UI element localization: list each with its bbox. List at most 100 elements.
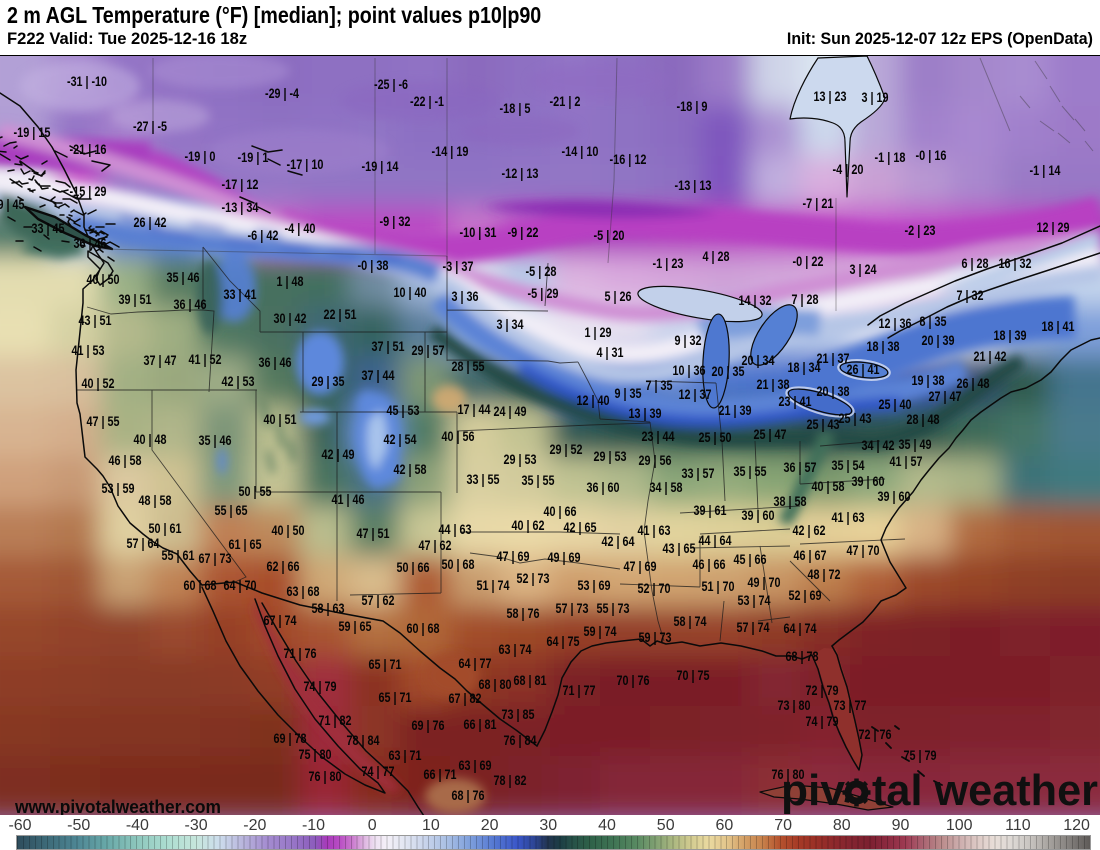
svg-text:40 | 50: 40 | 50: [87, 272, 120, 287]
svg-text:-27 | -5: -27 | -5: [133, 119, 167, 134]
svg-text:48 | 58: 48 | 58: [139, 493, 172, 508]
svg-text:18 | 39: 18 | 39: [994, 328, 1027, 343]
svg-text:57 | 62: 57 | 62: [362, 593, 395, 608]
svg-text:44 | 64: 44 | 64: [699, 533, 732, 548]
svg-text:37 | 47: 37 | 47: [144, 353, 177, 368]
svg-text:26 | 42: 26 | 42: [134, 215, 167, 230]
svg-text:22 | 51: 22 | 51: [324, 307, 357, 322]
svg-text:73 | 85: 73 | 85: [502, 707, 535, 722]
svg-text:52 | 70: 52 | 70: [638, 581, 671, 596]
svg-text:-0 | 22: -0 | 22: [793, 254, 824, 269]
svg-text:44 | 63: 44 | 63: [439, 522, 472, 537]
svg-text:78 | 82: 78 | 82: [494, 773, 527, 788]
svg-text:20 | 34: 20 | 34: [742, 353, 775, 368]
svg-text:45 | 53: 45 | 53: [387, 403, 420, 418]
svg-text:-17 | 10: -17 | 10: [287, 157, 324, 172]
svg-text:9 | 32: 9 | 32: [675, 333, 702, 348]
svg-text:52 | 69: 52 | 69: [789, 588, 822, 603]
svg-text:67 | 73: 67 | 73: [199, 551, 232, 566]
svg-text:-13 | 13: -13 | 13: [675, 178, 712, 193]
svg-text:36 | 57: 36 | 57: [784, 460, 817, 475]
svg-text:25 | 50: 25 | 50: [699, 430, 732, 445]
svg-text:33 | 55: 33 | 55: [467, 472, 500, 487]
svg-text:64 | 74: 64 | 74: [784, 621, 817, 636]
svg-text:47 | 55: 47 | 55: [87, 414, 120, 429]
svg-text:50 | 68: 50 | 68: [442, 557, 475, 572]
svg-text:43 | 65: 43 | 65: [663, 541, 696, 556]
svg-text:70 | 75: 70 | 75: [677, 668, 710, 683]
svg-text:21 | 38: 21 | 38: [757, 377, 790, 392]
svg-text:72 | 76: 72 | 76: [859, 727, 892, 742]
svg-text:-1 | 18: -1 | 18: [875, 150, 906, 165]
svg-text:12 | 37: 12 | 37: [679, 387, 712, 402]
svg-text:47 | 51: 47 | 51: [357, 526, 390, 541]
svg-text:www.pivotalweather.com: www.pivotalweather.com: [14, 797, 221, 817]
svg-text:51 | 74: 51 | 74: [477, 578, 510, 593]
svg-text:28 | 48: 28 | 48: [907, 412, 940, 427]
svg-text:7 | 28: 7 | 28: [792, 292, 819, 307]
svg-text:29 | 35: 29 | 35: [312, 374, 345, 389]
svg-text:18 | 38: 18 | 38: [867, 339, 900, 354]
svg-text:5 | 26: 5 | 26: [605, 289, 632, 304]
svg-text:76 | 80: 76 | 80: [772, 767, 805, 782]
svg-text:-18 | 5: -18 | 5: [500, 101, 531, 116]
svg-text:-14 | 19: -14 | 19: [432, 144, 469, 159]
svg-text:47 | 70: 47 | 70: [847, 543, 880, 558]
svg-text:58 | 74: 58 | 74: [674, 614, 707, 629]
svg-text:-4 | 40: -4 | 40: [285, 221, 316, 236]
svg-text:70 | 76: 70 | 76: [617, 673, 650, 688]
svg-text:21 | 42: 21 | 42: [974, 349, 1007, 364]
svg-text:29 | 53: 29 | 53: [594, 449, 627, 464]
svg-text:-1 | 23: -1 | 23: [653, 256, 684, 271]
svg-text:40 | 66: 40 | 66: [544, 504, 577, 519]
svg-text:55 | 73: 55 | 73: [597, 601, 630, 616]
svg-text:29 | 56: 29 | 56: [639, 453, 672, 468]
svg-text:42 | 53: 42 | 53: [222, 374, 255, 389]
svg-text:29 | 53: 29 | 53: [504, 452, 537, 467]
svg-text:35 | 46: 35 | 46: [199, 433, 232, 448]
svg-text:-31 | -10: -31 | -10: [67, 74, 107, 89]
svg-text:26 | 41: 26 | 41: [847, 362, 880, 377]
svg-text:38 | 58: 38 | 58: [774, 494, 807, 509]
svg-text:57 | 73: 57 | 73: [556, 601, 589, 616]
svg-text:41 | 63: 41 | 63: [832, 510, 865, 525]
svg-text:41 | 46: 41 | 46: [332, 492, 365, 507]
svg-text:28 | 55: 28 | 55: [452, 359, 485, 374]
svg-text:39 | 60: 39 | 60: [878, 489, 911, 504]
svg-text:piv: piv: [781, 766, 846, 815]
svg-text:16 | 32: 16 | 32: [999, 256, 1032, 271]
svg-text:75 | 79: 75 | 79: [904, 748, 937, 763]
svg-text:39 | 60: 39 | 60: [852, 474, 885, 489]
svg-text:-4 | 20: -4 | 20: [833, 162, 864, 177]
svg-text:65 | 71: 65 | 71: [379, 690, 412, 705]
svg-text:42 | 58: 42 | 58: [394, 462, 427, 477]
svg-text:29 | 57: 29 | 57: [412, 343, 445, 358]
svg-text:71 | 77: 71 | 77: [563, 683, 596, 698]
svg-text:36 | 60: 36 | 60: [587, 480, 620, 495]
svg-text:33 | 41: 33 | 41: [224, 287, 257, 302]
svg-text:74 | 77: 74 | 77: [362, 764, 395, 779]
svg-text:14 | 32: 14 | 32: [739, 293, 772, 308]
svg-text:-3 | 37: -3 | 37: [443, 259, 474, 274]
svg-text:10 | 36: 10 | 36: [673, 363, 706, 378]
svg-text:-19 | 14: -19 | 14: [362, 159, 399, 174]
svg-text:42 | 49: 42 | 49: [322, 447, 355, 462]
svg-text:60 | 68: 60 | 68: [407, 621, 440, 636]
svg-text:23 | 41: 23 | 41: [779, 394, 812, 409]
svg-text:-5 | 28: -5 | 28: [526, 264, 557, 279]
svg-text:59 | 65: 59 | 65: [339, 619, 372, 634]
svg-text:75 | 80: 75 | 80: [299, 747, 332, 762]
svg-text:27 | 47: 27 | 47: [929, 389, 962, 404]
svg-text:35 | 49: 35 | 49: [899, 437, 932, 452]
svg-text:57 | 64: 57 | 64: [127, 536, 160, 551]
svg-text:47 | 69: 47 | 69: [497, 549, 530, 564]
svg-text:-17 | 12: -17 | 12: [222, 177, 259, 192]
svg-text:42 | 62: 42 | 62: [793, 523, 826, 538]
svg-text:13 | 23: 13 | 23: [814, 89, 847, 104]
svg-text:-19 | 15: -19 | 15: [14, 125, 51, 140]
svg-text:36 | 46: 36 | 46: [74, 236, 107, 251]
svg-text:67 | 74: 67 | 74: [264, 613, 297, 628]
svg-text:1 | 48: 1 | 48: [277, 274, 304, 289]
svg-text:29 | 52: 29 | 52: [550, 442, 583, 457]
svg-text:59 | 73: 59 | 73: [639, 630, 672, 645]
